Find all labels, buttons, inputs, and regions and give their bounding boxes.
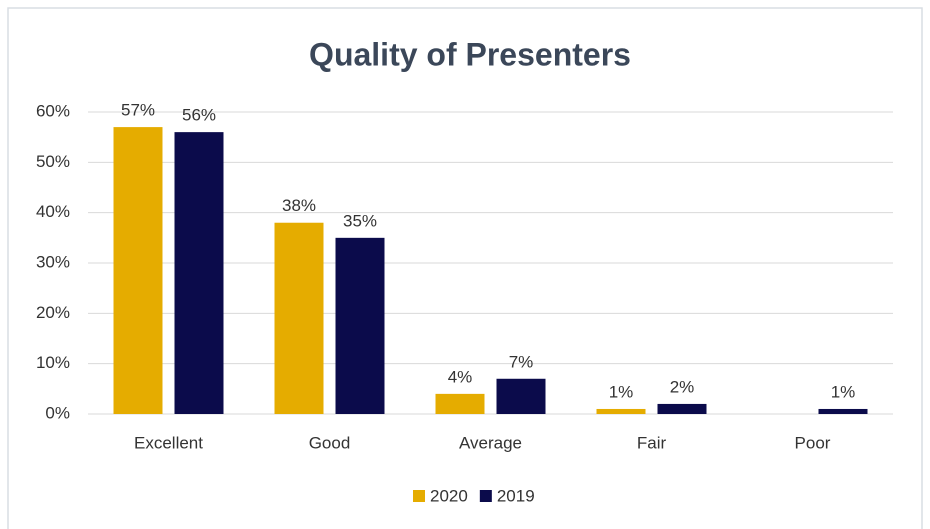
y-tick-label: 40% [36,202,70,221]
y-tick-label: 60% [36,101,70,120]
data-label: 1% [609,382,634,401]
bar [657,403,707,414]
legend-label: 2020 [430,486,468,505]
data-label: 2% [670,377,695,396]
x-tick-label: Excellent [134,433,203,452]
data-label: 7% [509,352,534,371]
x-tick-label: Average [459,433,522,452]
bar [435,393,485,414]
y-tick-label: 0% [45,403,70,422]
data-label: 56% [182,106,216,125]
bar [174,132,224,414]
legend-swatch [479,490,492,502]
bar [596,408,646,414]
y-tick-label: 30% [36,252,70,271]
data-label: 1% [831,382,856,401]
data-label: 38% [282,196,316,215]
legend-label: 2019 [497,486,535,505]
data-label: 35% [343,211,377,230]
y-tick-label: 50% [36,152,70,171]
x-tick-label: Good [309,433,351,452]
bar [274,222,324,414]
chart-title: Quality of Presenters [309,36,631,72]
bar [496,378,546,414]
data-label: 57% [121,101,155,120]
legend-swatch [413,490,425,502]
data-label: 4% [448,367,473,386]
y-tick-label: 10% [36,353,70,372]
y-tick-label: 20% [36,303,70,322]
bar [113,127,163,414]
bar [818,408,868,414]
bar [335,237,385,414]
x-tick-label: Fair [637,433,667,452]
x-tick-label: Poor [795,433,831,452]
